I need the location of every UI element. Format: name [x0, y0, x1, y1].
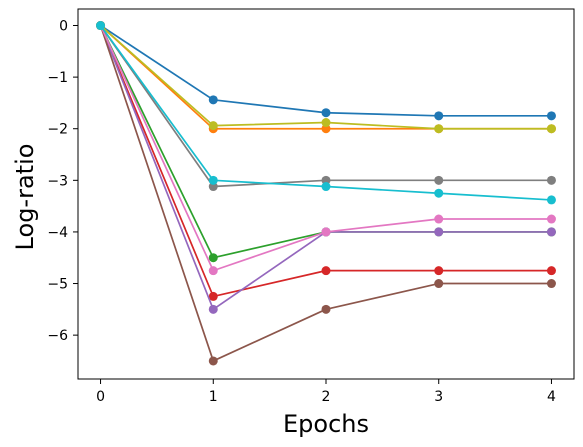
series-layer	[96, 21, 556, 366]
x-tick-label: 4	[547, 389, 556, 405]
x-tick-label: 1	[209, 389, 218, 405]
y-tick-label: −2	[47, 122, 68, 138]
data-point	[208, 253, 218, 263]
y-tick-label: −4	[47, 225, 68, 241]
x-tick-label: 0	[96, 389, 105, 405]
x-axis: 0 1 2 3 4	[96, 379, 556, 405]
data-point	[434, 188, 444, 198]
data-point	[208, 175, 218, 185]
data-point	[321, 175, 331, 185]
x-tick-label: 3	[434, 389, 443, 405]
data-point	[321, 108, 331, 118]
y-tick-label: −1	[47, 70, 68, 86]
data-point	[321, 266, 331, 276]
data-point	[321, 182, 331, 192]
series-8	[96, 21, 556, 192]
data-point	[208, 182, 218, 192]
data-point	[546, 175, 556, 185]
data-point	[208, 304, 218, 314]
data-point	[546, 227, 556, 237]
data-point	[96, 21, 106, 31]
data-point	[208, 291, 218, 301]
data-point	[321, 227, 331, 237]
data-point	[321, 124, 331, 134]
data-point	[321, 304, 331, 314]
data-point	[434, 175, 444, 185]
y-axis: 0 −1 −2 −3 −4 −5 −6	[47, 19, 78, 344]
data-point	[434, 124, 444, 134]
data-point	[546, 214, 556, 224]
series-6	[96, 21, 556, 366]
data-point	[546, 124, 556, 134]
y-axis-title: Log-ratio	[11, 144, 39, 251]
y-tick-label: 0	[59, 19, 68, 35]
data-point	[546, 266, 556, 276]
y-tick-label: −5	[47, 277, 68, 293]
x-tick-label: 2	[322, 389, 331, 405]
data-point	[546, 111, 556, 121]
y-tick-label: −6	[47, 328, 68, 344]
data-point	[208, 95, 218, 105]
data-point	[434, 227, 444, 237]
data-point	[434, 111, 444, 121]
x-axis-title: Epochs	[283, 410, 369, 438]
data-point	[546, 279, 556, 289]
data-point	[546, 195, 556, 205]
data-point	[208, 356, 218, 366]
series-10	[96, 21, 556, 205]
y-tick-label: −3	[47, 173, 68, 189]
series-7	[96, 21, 556, 276]
data-point	[208, 266, 218, 276]
data-point	[208, 121, 218, 131]
data-point	[434, 266, 444, 276]
data-point	[434, 214, 444, 224]
data-point	[321, 118, 331, 128]
data-point	[434, 279, 444, 289]
